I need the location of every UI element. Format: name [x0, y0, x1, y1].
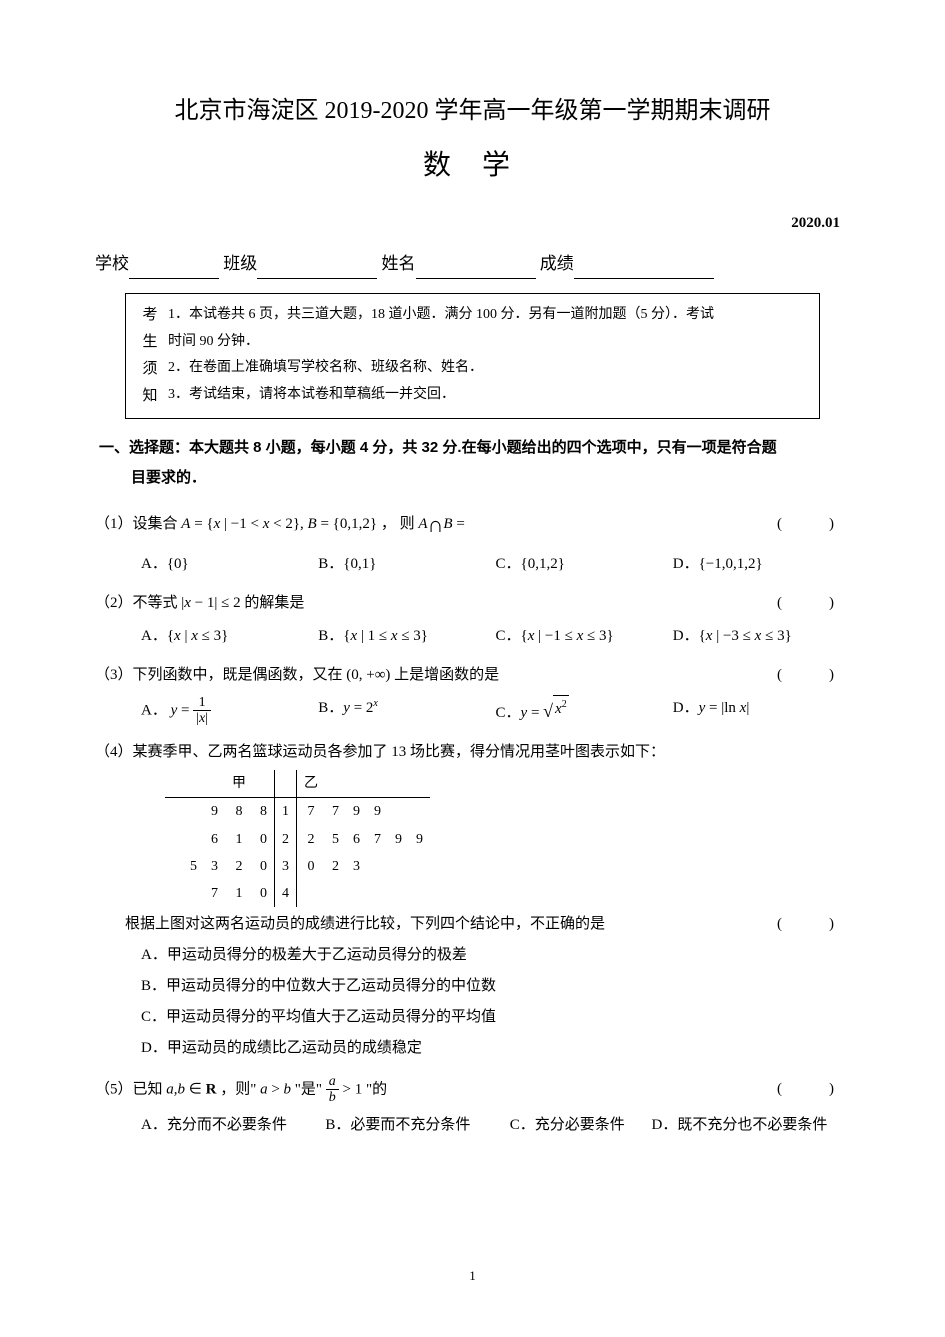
q4-option-d: D．甲运动员的成绩比乙运动员的成绩稳定 — [95, 1035, 850, 1062]
q3-stem: （3）下列函数中，既是偶函数，又在 (0, +∞) 上是增函数的是 — [95, 662, 777, 689]
q2-stem: 的解集是 — [244, 595, 304, 611]
section-1-heading: 一、选择题：本大题共 8 小题，每小题 4 分，共 32 分.在每小题给出的四个… — [95, 433, 850, 493]
q1-stem: （1）设集合 — [95, 516, 181, 532]
notice-char: 知 — [138, 383, 162, 410]
q5-options: A．充分而不必要条件 B．必要而不充分条件 C．充分必要条件 D．既不充分也不必… — [95, 1112, 850, 1139]
label-name: 姓名 — [382, 254, 416, 273]
title-line-1: 北京市海淀区 2019-2020 学年高一年级第一学期期末调研 — [95, 90, 850, 133]
q4-option-c: C．甲运动员得分的平均值大于乙运动员得分的平均值 — [95, 1004, 850, 1031]
section-text: 8 — [253, 439, 261, 456]
stem-leaf-plot: 甲乙 98817799 6102256799 53203023 7104 — [165, 770, 850, 907]
q5-option-a: A．充分而不必要条件 — [141, 1112, 325, 1139]
opt-label: A． — [141, 628, 167, 644]
section-text: 分.在每小题给出的四个选项中，只有一项是符合题 — [438, 439, 776, 456]
notice-line: 时间 90 分钟． — [168, 329, 807, 356]
title-subject: 数 学 — [95, 141, 850, 191]
label-class: 班级 — [223, 254, 257, 273]
answer-paren: ( ) — [777, 590, 850, 617]
label-score: 成绩 — [540, 254, 574, 273]
answer-paren: ( ) — [777, 1076, 850, 1103]
q1-options: A．{0} B．{0,1} C．{0,1,2} D．{−1,0,1,2} — [95, 551, 850, 578]
opt-label: C． — [496, 705, 521, 721]
question-4: （4）某赛季甲、乙两名篮球运动员各参加了 13 场比赛，得分情况用茎叶图表示如下… — [95, 739, 850, 1062]
section-text: 分，共 — [368, 439, 421, 456]
opt-label: B． — [318, 628, 343, 644]
notice-line: 1．本试卷共 6 页，共三道大题，18 道小题．满分 100 分．另有一道附加题… — [168, 302, 807, 329]
q5-option-d: D．既不充分也不必要条件 — [651, 1112, 850, 1139]
q4-stem: （4）某赛季甲、乙两名篮球运动员各参加了 13 场比赛，得分情况用茎叶图表示如下… — [95, 739, 850, 766]
notice-left-label: 考 生 须 知 — [138, 302, 168, 410]
section-text: 小题，每小题 — [262, 439, 360, 456]
q1-math: A — [181, 516, 190, 532]
q5-option-c: C．充分必要条件 — [510, 1112, 652, 1139]
stem-header-left: 甲 — [225, 770, 253, 798]
q5-stem: ，则" — [220, 1081, 256, 1097]
q5-option-b: B．必要而不充分条件 — [325, 1112, 509, 1139]
answer-paren: ( ) — [777, 911, 850, 938]
notice-char: 生 — [138, 329, 162, 356]
section-text: 4 — [360, 439, 368, 456]
q4-option-b: B．甲运动员得分的中位数大于乙运动员得分的中位数 — [95, 973, 850, 1000]
opt-label: A． — [141, 702, 167, 718]
q2-stem: （2）不等式 — [95, 595, 178, 611]
label-school: 学校 — [95, 254, 129, 273]
q3-options: A． y = 1|x| B．y = 2x C．y = √x2 D．y = |ln… — [95, 695, 850, 727]
opt-label: D． — [673, 700, 699, 716]
opt-label: A． — [141, 556, 167, 572]
notice-content: 1．本试卷共 6 页，共三道大题，18 道小题．满分 100 分．另有一道附加题… — [168, 302, 807, 410]
notice-line: 3．考试结束，请将本试卷和草稿纸一并交回． — [168, 382, 807, 409]
section-text: 目要求的． — [99, 463, 850, 493]
opt-text: {0,1} — [343, 556, 376, 572]
q5-stem: "的 — [366, 1081, 387, 1097]
notice-char: 考 — [138, 302, 162, 329]
info-blanks-row: 学校 班级 姓名 成绩 — [95, 249, 850, 280]
opt-text: {0} — [167, 556, 189, 572]
opt-label: D． — [673, 556, 699, 572]
question-5: （5）已知 a,b ∈ R ，则" a > b "是" ab > 1 "的 ( … — [95, 1074, 850, 1139]
question-1: （1）设集合 A = {x | −1 < x < 2}, B = {0,1,2}… — [95, 505, 850, 578]
q2-options: A．{x | x ≤ 3} B．{x | 1 ≤ x ≤ 3} C．{x | −… — [95, 623, 850, 650]
q1-stem: ， 则 — [381, 516, 419, 532]
section-text: 32 — [422, 439, 439, 456]
q4-option-a: A．甲运动员得分的极差大于乙运动员得分的极差 — [95, 942, 850, 969]
question-2: （2）不等式 |x − 1| ≤ 2 的解集是 ( ) A．{x | x ≤ 3… — [95, 590, 850, 650]
opt-text: {−1,0,1,2} — [699, 556, 763, 572]
section-text: 一、选择题：本大题共 — [99, 439, 253, 456]
answer-paren: ( ) — [777, 511, 850, 538]
stem-header-right: 乙 — [297, 770, 326, 798]
notice-line: 2．在卷面上准确填写学校名称、班级名称、姓名． — [168, 355, 807, 382]
notice-char: 须 — [138, 356, 162, 383]
q4-conclusion: 根据上图对这两名运动员的成绩进行比较，下列四个结论中，不正确的是 — [95, 911, 777, 938]
opt-text: {0,1,2} — [521, 556, 565, 572]
question-3: （3）下列函数中，既是偶函数，又在 (0, +∞) 上是增函数的是 ( ) A．… — [95, 662, 850, 727]
opt-label: C． — [496, 556, 521, 572]
page-number: 1 — [0, 1264, 945, 1287]
opt-label: B． — [318, 700, 343, 716]
answer-paren: ( ) — [777, 662, 850, 689]
exam-date: 2020.01 — [95, 210, 840, 237]
q5-stem: "是" — [295, 1081, 322, 1097]
q5-stem: （5）已知 — [95, 1081, 163, 1097]
notice-box: 考 生 须 知 1．本试卷共 6 页，共三道大题，18 道小题．满分 100 分… — [125, 293, 820, 419]
opt-label: C． — [496, 628, 521, 644]
opt-label: D． — [673, 628, 699, 644]
opt-label: B． — [318, 556, 343, 572]
